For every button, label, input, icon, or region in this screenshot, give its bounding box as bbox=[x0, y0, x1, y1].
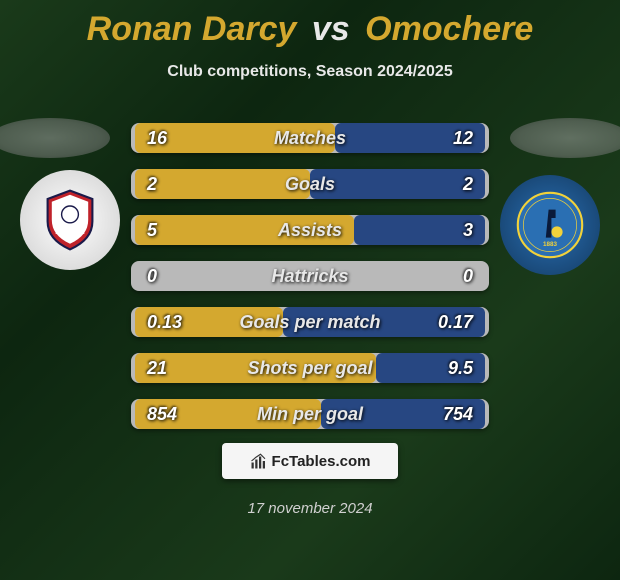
stat-row: 22Goals bbox=[135, 166, 485, 202]
stat-label: Goals per match bbox=[135, 304, 485, 340]
date-text: 17 november 2024 bbox=[0, 500, 620, 517]
brand-box: FcTables.com bbox=[222, 443, 398, 479]
stat-rows: 1612Matches 22Goals 53Assists 00Hattricks 0.… bbox=[135, 120, 485, 442]
stat-row: 0.130.17Goals per match bbox=[135, 304, 485, 340]
stat-label: Shots per goal bbox=[135, 350, 485, 386]
vs-text: vs bbox=[312, 10, 350, 48]
stat-row: 1612Matches bbox=[135, 120, 485, 156]
crawley-town-logo: RED DEVILS bbox=[20, 170, 120, 270]
chart-icon bbox=[250, 452, 268, 470]
svg-text:1883: 1883 bbox=[543, 241, 558, 248]
stat-row: 53Assists bbox=[135, 212, 485, 248]
player2-name: Omochere bbox=[365, 10, 533, 48]
stat-row: 219.5Shots per goal bbox=[135, 350, 485, 386]
bristol-rovers-logo: 1883 bbox=[500, 175, 600, 275]
subtitle: Club competitions, Season 2024/2025 bbox=[0, 63, 620, 81]
stat-label: Hattricks bbox=[135, 258, 485, 294]
stat-label: Matches bbox=[135, 120, 485, 156]
brand-text: FcTables.com bbox=[272, 453, 371, 470]
svg-text:RED DEVILS: RED DEVILS bbox=[55, 230, 85, 236]
stat-row: 00Hattricks bbox=[135, 258, 485, 294]
shadow-ellipse-left bbox=[0, 118, 110, 158]
stat-label: Min per goal bbox=[135, 396, 485, 432]
shadow-ellipse-right bbox=[510, 118, 620, 158]
stat-label: Goals bbox=[135, 166, 485, 202]
stat-row: 854754Min per goal bbox=[135, 396, 485, 432]
comparison-title: Ronan Darcy vs Omochere bbox=[0, 0, 620, 49]
stat-label: Assists bbox=[135, 212, 485, 248]
player1-name: Ronan Darcy bbox=[87, 10, 297, 48]
